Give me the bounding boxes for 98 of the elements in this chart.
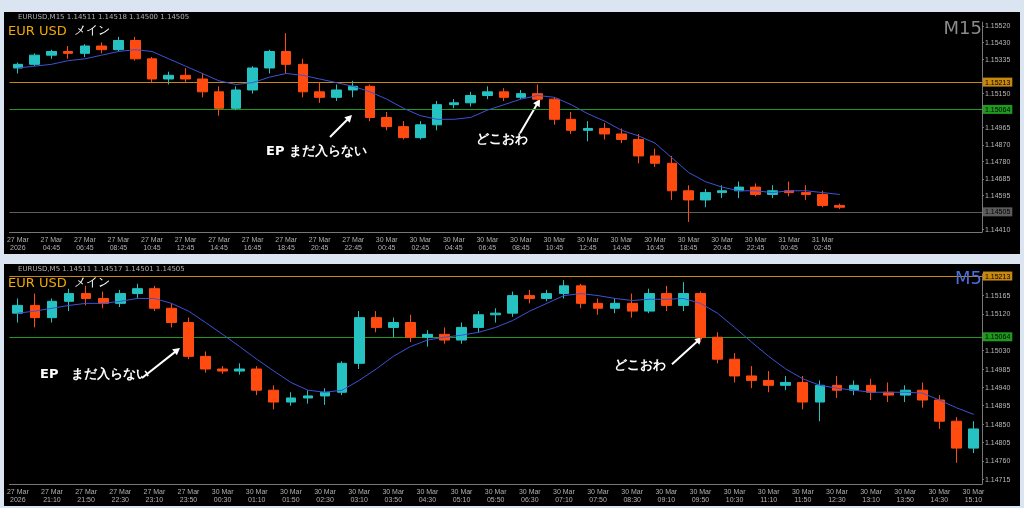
candlestick (197, 72, 208, 98)
candlestick (499, 87, 509, 102)
candlestick (47, 297, 57, 324)
candlestick (627, 293, 638, 319)
candlestick (593, 297, 603, 316)
candlestick (46, 49, 57, 60)
candlestick (797, 375, 808, 410)
candlestick (286, 391, 296, 407)
candlestick (968, 420, 979, 454)
candlestick (746, 365, 757, 389)
candlestick (524, 289, 535, 304)
candlestick (516, 89, 526, 100)
candlestick (12, 297, 23, 324)
candlestick (415, 120, 426, 140)
candlestick (365, 83, 375, 122)
candlestick (405, 314, 416, 343)
candlestick (667, 155, 677, 201)
candlestick (473, 310, 484, 333)
candlestick (251, 365, 262, 396)
candlestick (549, 96, 560, 126)
candlestick (422, 329, 433, 348)
candlestick (801, 184, 811, 201)
candlestick (432, 100, 442, 131)
candlestick (80, 43, 90, 58)
candlestick (576, 283, 586, 309)
candlestick (388, 317, 399, 338)
annotation: M15 (943, 16, 982, 38)
candlestick (834, 203, 845, 210)
candlestick (268, 384, 279, 410)
candlestick (465, 91, 476, 107)
candlestick (337, 360, 347, 396)
candlestick (815, 379, 825, 422)
candlestick (763, 370, 774, 393)
candlestick (951, 416, 962, 464)
candlestick (13, 62, 23, 74)
candlestick (132, 283, 143, 299)
candlestick (180, 67, 191, 84)
candlestick (183, 317, 194, 360)
candlestick (610, 297, 620, 314)
candlestick (866, 378, 876, 401)
candlestick (331, 83, 342, 102)
line-series (17, 49, 840, 195)
candlestick (456, 322, 467, 345)
candlestick (683, 184, 694, 223)
candlestick (264, 49, 275, 74)
candlestick (482, 85, 493, 100)
candlestick (298, 58, 308, 98)
candlestick (30, 293, 40, 328)
chart-subtitle: メイン (74, 275, 110, 289)
candlestick (780, 375, 791, 391)
candlestick (729, 352, 740, 383)
candlestick (231, 85, 241, 111)
candlestick (354, 310, 365, 370)
chart-subtitle: メイン (74, 23, 110, 37)
candlestick (700, 188, 711, 208)
candlestick (234, 362, 245, 376)
candlestick (113, 36, 124, 52)
candlestick (149, 285, 160, 312)
candlestick (166, 302, 177, 328)
candlestick (817, 190, 828, 208)
candlestick (644, 288, 655, 314)
candlestick (398, 120, 409, 140)
candlestick (130, 36, 141, 62)
candlestick (96, 41, 107, 54)
candlestick (712, 331, 723, 364)
candlestick (247, 65, 258, 95)
candlestick (214, 85, 224, 117)
candlestick (281, 32, 291, 74)
candlestick (633, 133, 644, 164)
candlestick (583, 120, 593, 142)
candlestick (98, 291, 109, 309)
candlestick (599, 122, 610, 140)
candlestick (29, 52, 40, 67)
annotation: EP まだ入らない (266, 143, 367, 158)
candlestick (63, 45, 73, 60)
candlestick (147, 56, 157, 84)
candlestick (314, 82, 325, 104)
candlestick (650, 148, 660, 168)
candlestick (566, 111, 576, 135)
line-series (17, 293, 974, 415)
candlestick (163, 71, 174, 85)
candlestick (381, 111, 392, 131)
candlestick (507, 291, 518, 318)
candlestick (541, 289, 552, 302)
candlestick (64, 288, 74, 312)
candlestick (934, 394, 945, 430)
annotation: どこおわ (614, 357, 666, 372)
candlestick (616, 127, 627, 144)
candlestick (449, 98, 459, 109)
chart-title: EUR USD (8, 23, 67, 38)
candlestick (371, 310, 382, 333)
candlestick (490, 307, 501, 324)
annotation: どこおわ (476, 131, 528, 146)
candlestick (559, 279, 569, 299)
candlestick (217, 365, 228, 375)
candlestick (200, 350, 211, 374)
candlestick (303, 389, 313, 405)
chart-title: EUR USD (8, 275, 67, 290)
